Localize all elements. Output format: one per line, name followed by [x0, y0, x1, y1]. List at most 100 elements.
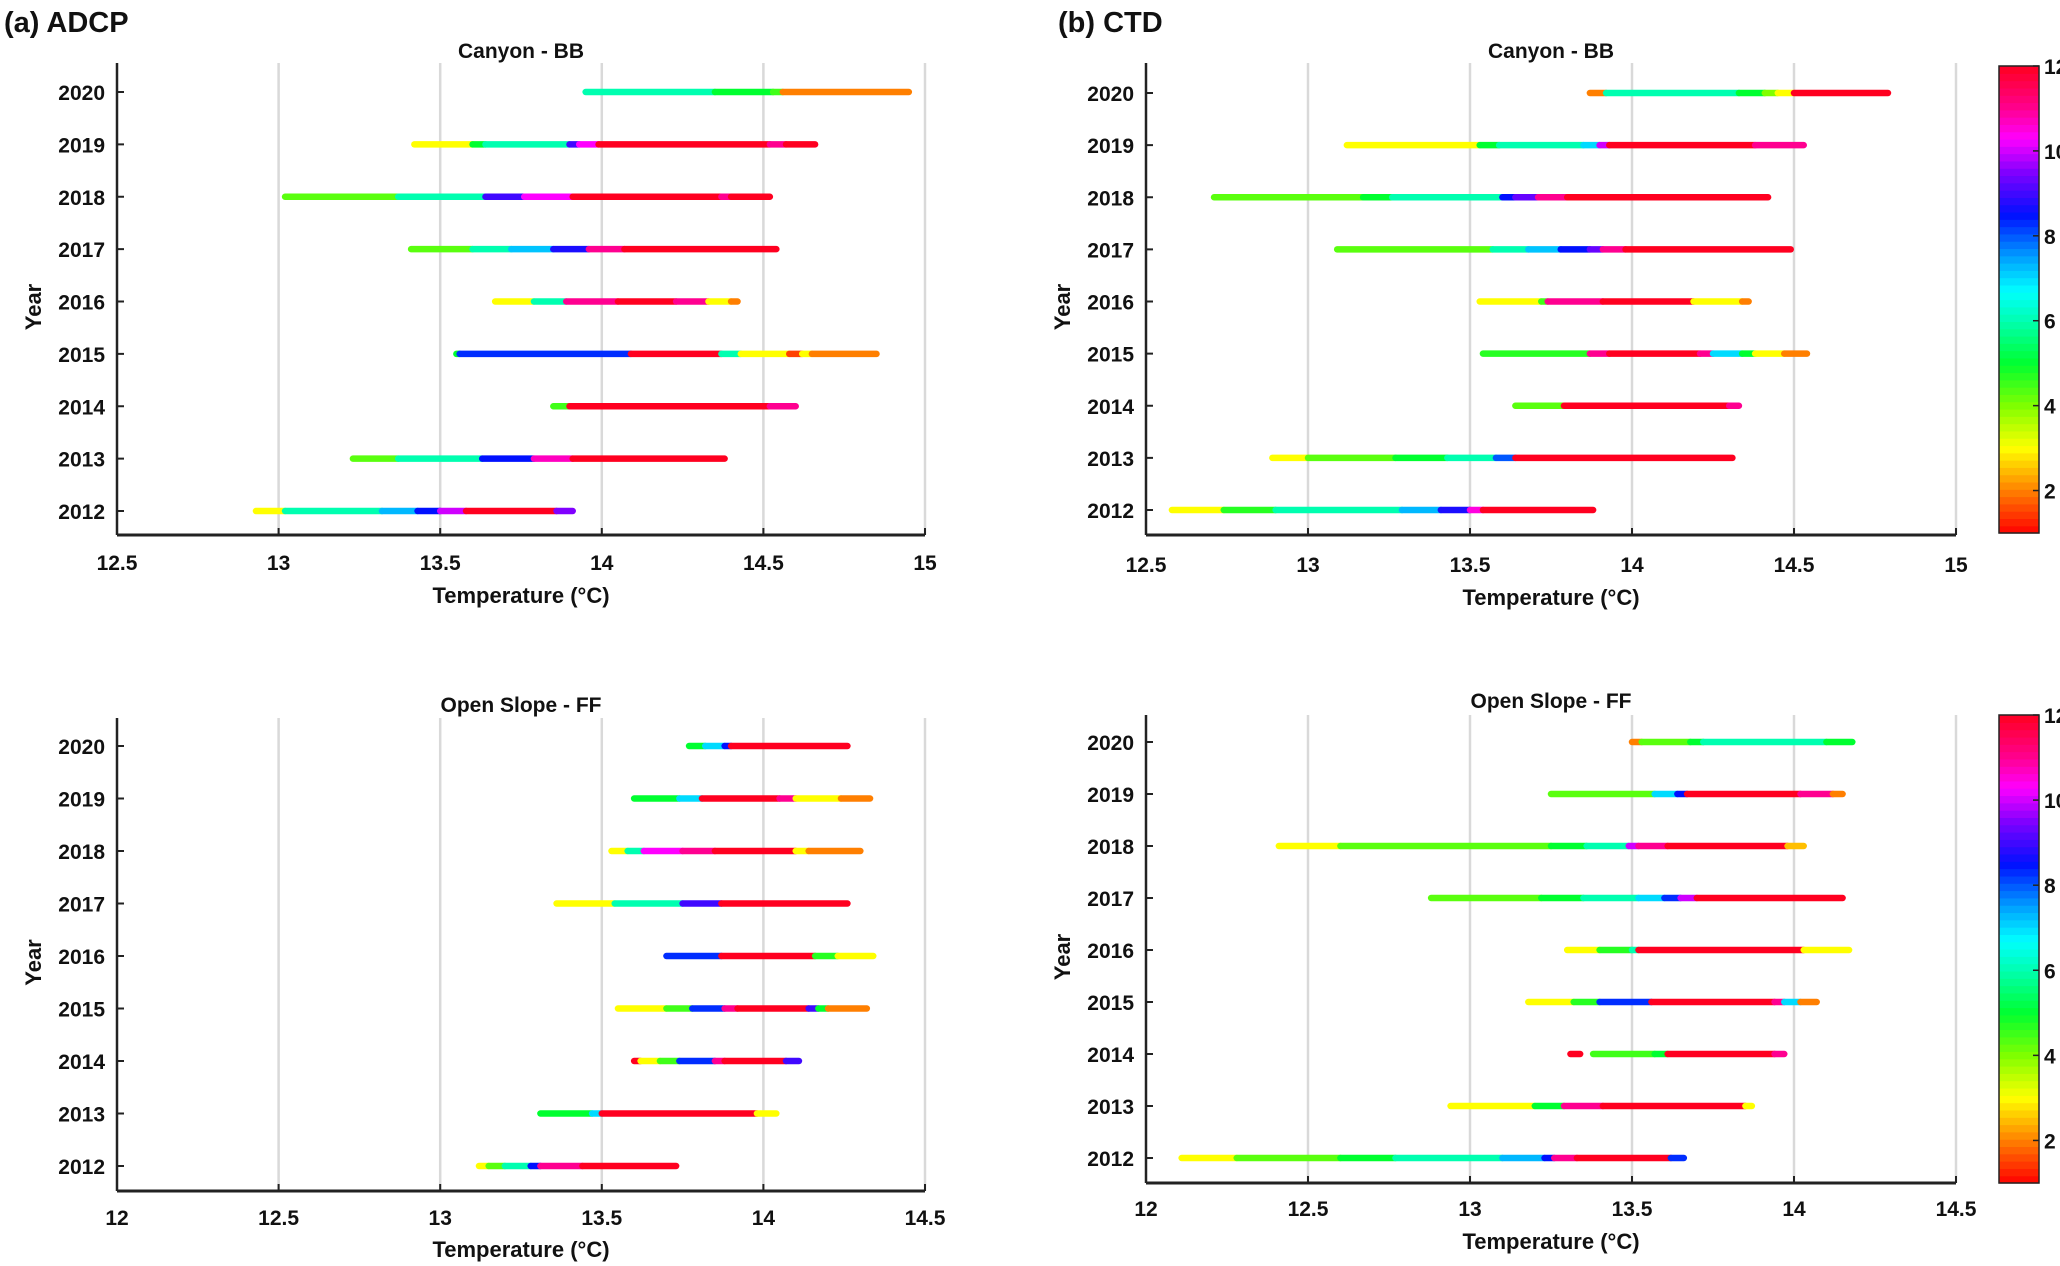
colorbar-tick-label: 2 [2044, 481, 2056, 504]
y-axis-label: Year [1050, 283, 1075, 330]
y-tick-label: 2018 [58, 187, 105, 210]
x-tick-label: 12.5 [97, 552, 138, 575]
colorbar-swatch [1999, 1036, 2039, 1045]
panel-title: Open Slope - FF [441, 694, 602, 717]
x-tick-label: 14 [1620, 554, 1644, 577]
colorbar-swatch [1999, 474, 2039, 483]
x-tick-label: 14.5 [1936, 1198, 1977, 1221]
colorbar-swatch [1999, 314, 2039, 322]
colorbar-swatch [1999, 102, 2039, 111]
colorbar-swatch [1999, 1131, 2039, 1140]
colorbar-swatch [1999, 284, 2039, 293]
colorbar-tick-label: 4 [2044, 396, 2056, 419]
colorbar-frame [1998, 65, 2040, 534]
colorbar-swatch [1999, 117, 2039, 125]
colorbar-swatch [1999, 299, 2039, 308]
x-tick-label: 14.5 [1774, 554, 1815, 577]
colorbar-swatch [1999, 839, 2039, 848]
y-axis-label: Year [21, 939, 46, 986]
colorbar-swatch [1999, 802, 2039, 811]
y-tick-label: 2013 [58, 1104, 105, 1127]
colorbar-swatch [1999, 343, 2039, 352]
colorbar-tick-label: 10 [2044, 790, 2060, 813]
colorbar-swatch [1999, 1087, 2039, 1096]
y-tick-label: 2020 [1087, 732, 1134, 755]
y-tick-label: 2017 [1087, 888, 1134, 911]
x-tick-label: 12.5 [1126, 554, 1167, 577]
colorbar-swatch [1999, 868, 2039, 877]
colorbar-swatch [1999, 736, 2039, 745]
colorbar-swatch [1999, 372, 2039, 381]
colorbar-swatch [1999, 1124, 2039, 1133]
y-tick-label: 2018 [1087, 187, 1134, 210]
y-tick-label: 2020 [58, 82, 105, 105]
y-tick-label: 2020 [58, 736, 105, 759]
colorbar-swatch [1999, 722, 2039, 731]
panel-title: Canyon - BB [458, 40, 584, 63]
colorbar-swatch [1999, 853, 2039, 862]
colorbar-swatch [1999, 518, 2039, 527]
colorbar-swatch [1999, 992, 2039, 1001]
colorbar-swatch [1999, 985, 2039, 994]
colorbar-tick-label: 4 [2044, 1045, 2056, 1068]
y-tick-label: 2012 [1087, 1148, 1134, 1171]
colorbar-swatch [1999, 861, 2039, 870]
colorbar-swatch [1999, 197, 2039, 206]
colorbar-swatch [1999, 1073, 2039, 1082]
colorbar-swatch [1999, 306, 2039, 315]
colorbar-swatch [1999, 978, 2039, 987]
colorbar-swatch [1999, 481, 2039, 490]
colorbar-swatch [1999, 934, 2039, 943]
x-tick-label: 13 [429, 1207, 452, 1230]
x-tick-label: 14 [752, 1207, 776, 1230]
colorbar-swatch [1999, 1095, 2039, 1104]
x-tick-label: 13.5 [581, 1207, 622, 1230]
colorbar-swatch [1999, 87, 2039, 96]
y-tick-label: 2019 [58, 134, 105, 157]
panel-4: Open Slope - FF 12 12.5 13 13.5 14 14.5 2020 201… [1050, 690, 2060, 1254]
colorbar-swatch [1999, 175, 2039, 184]
colorbar-swatch [1999, 1029, 2039, 1038]
y-tick-label: 2015 [58, 344, 105, 367]
colorbar-swatch [1999, 277, 2039, 286]
colorbar-swatch [1999, 758, 2039, 767]
colorbar-swatch [1999, 1044, 2039, 1052]
x-tick-label: 13.5 [1612, 1198, 1653, 1221]
y-tick-label: 2014 [1087, 1044, 1134, 1067]
y-tick-label: 2012 [58, 501, 105, 524]
colorbar-swatch [1999, 817, 2039, 826]
colorbar-swatch [1999, 460, 2039, 468]
colorbar-swatch [1999, 1051, 2039, 1060]
panel-1: (a) ADCP Canyon - BB 12.5 13 13.5 14 14.5 15 202… [4, 7, 937, 608]
colorbar-swatch [1999, 292, 2039, 301]
colorbar-swatch [1999, 1168, 2039, 1177]
panel-title: Open Slope - FF [1471, 690, 1632, 713]
colorbar-swatch [1999, 445, 2039, 454]
colorbar-swatch [1999, 95, 2039, 104]
x-tick-label: 13 [1458, 1198, 1481, 1221]
colorbar-swatch [1999, 927, 2039, 935]
colorbar-swatch [1999, 890, 2039, 899]
colorbar-swatch [1999, 1080, 2039, 1089]
colorbar-swatch [1999, 255, 2039, 264]
colorbar-swatch [1999, 153, 2039, 162]
colorbar-swatch [1999, 467, 2039, 476]
y-tick-label: 2015 [1087, 992, 1134, 1015]
colorbar-swatch [1999, 408, 2039, 417]
colorbar-swatch [1999, 824, 2039, 833]
y-tick-label: 2016 [1087, 940, 1134, 963]
x-tick-label: 14 [590, 552, 614, 575]
colorbar-swatch [1999, 131, 2039, 140]
x-tick-label: 14 [1782, 1198, 1806, 1221]
colorbar-swatch [1999, 1146, 2039, 1155]
colorbar-frame [1998, 714, 2040, 1184]
colorbar-swatch [1999, 438, 2039, 447]
y-axis-label: Year [1050, 933, 1075, 980]
colorbar-swatch [1999, 525, 2039, 534]
colorbar-swatch [1999, 846, 2039, 855]
colorbar-tick-label: 12 [2044, 705, 2060, 728]
y-tick-label: 2018 [58, 841, 105, 864]
colorbar-swatch [1999, 357, 2039, 366]
colorbar-tick-label: 12 [2044, 56, 2060, 79]
